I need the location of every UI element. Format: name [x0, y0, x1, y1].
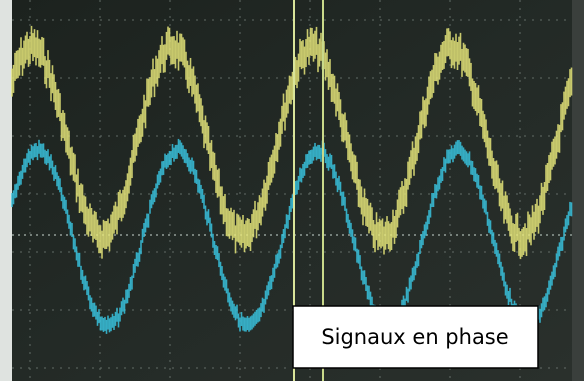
label: Signaux en phase — [321, 325, 508, 349]
oscilloscope-photo: Signaux en phase — [0, 0, 584, 381]
bezel-right — [572, 0, 584, 381]
bezel-left — [0, 0, 12, 381]
